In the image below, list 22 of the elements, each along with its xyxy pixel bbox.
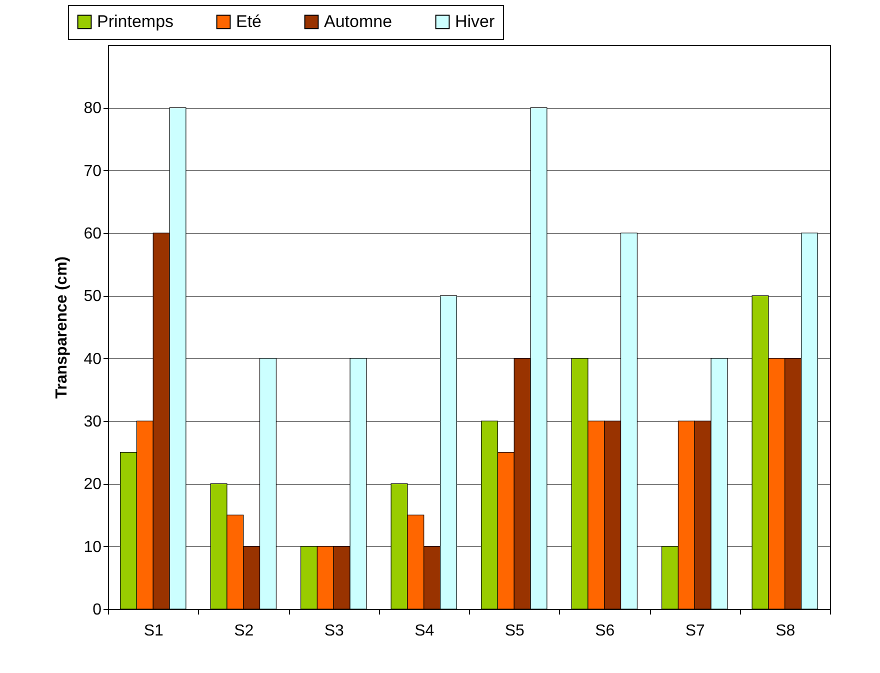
y-tick-label: 20 — [84, 476, 102, 494]
y-axis-title: Transparence (cm) — [54, 256, 71, 399]
legend-label: Eté — [236, 12, 262, 31]
y-tick-label: 50 — [84, 288, 102, 306]
x-tick-label: S6 — [595, 622, 615, 640]
y-tick-label: 70 — [84, 162, 102, 180]
x-tick-label: S8 — [776, 622, 796, 640]
y-tick-label: 10 — [84, 538, 102, 556]
y-tick-label: 0 — [92, 602, 102, 618]
x-tick-label: S1 — [144, 622, 164, 640]
x-tick-label: S3 — [324, 622, 344, 640]
y-tick-label: 60 — [84, 226, 102, 242]
x-tick-label: S7 — [685, 622, 706, 640]
x-tick-label: S4 — [414, 622, 434, 640]
x-tick-label: S5 — [504, 622, 525, 640]
x-tick-label: S2 — [234, 622, 254, 640]
y-tick-label: 80 — [84, 100, 102, 118]
legend-label: Hiver — [455, 12, 496, 31]
legend-label: Printemps — [97, 12, 174, 31]
y-tick-label: 30 — [84, 414, 102, 430]
y-tick-label: 40 — [84, 350, 102, 368]
legend-label: Automne — [324, 12, 392, 31]
